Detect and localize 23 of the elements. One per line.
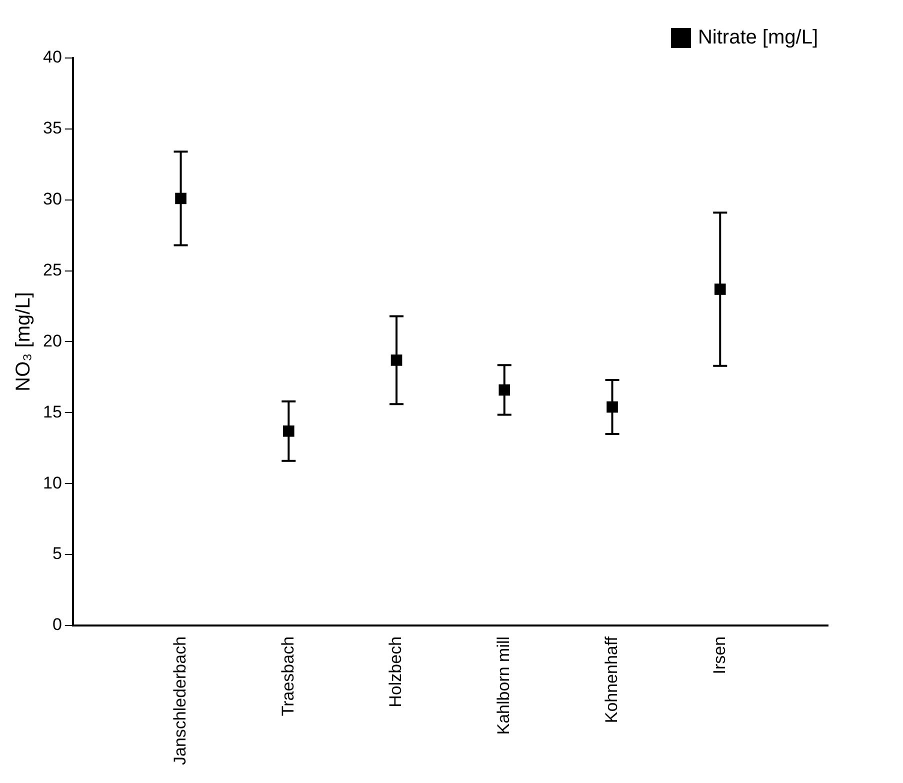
x-tick-label: Kohnenhaff xyxy=(602,636,621,724)
y-tick-label: 10 xyxy=(42,473,62,492)
x-tick-label: Traesbach xyxy=(278,636,298,716)
x-tick-label: Janschlederbach xyxy=(170,636,190,765)
y-tick-label: 20 xyxy=(42,331,62,350)
point xyxy=(390,354,402,366)
x-tick-label: Irsen xyxy=(710,636,729,674)
y-tick-label: 0 xyxy=(52,615,62,634)
point xyxy=(714,284,726,295)
y-tick-label: 30 xyxy=(42,190,62,209)
point xyxy=(282,425,294,437)
y-tick-label: 15 xyxy=(42,402,62,422)
point xyxy=(175,192,186,204)
point xyxy=(498,384,510,396)
y-tick-label: 5 xyxy=(52,544,62,564)
legend-label: Nitrate [mg/L] xyxy=(698,26,818,49)
y-tick-label: 40 xyxy=(42,48,62,67)
point xyxy=(606,401,618,413)
x-tick-label: Kahlborn mill xyxy=(494,636,514,735)
x-tick-label: Holzbech xyxy=(386,636,406,708)
y-tick-label: 25 xyxy=(42,260,62,280)
y-tick-label: 35 xyxy=(42,118,62,138)
y-axis-title: NO₃ [mg/L] xyxy=(12,292,35,392)
